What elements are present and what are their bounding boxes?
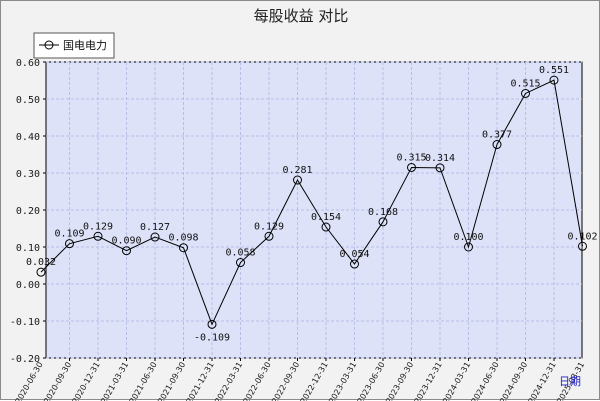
data-label: 0.515 (510, 78, 540, 89)
data-label: 0.127 (140, 222, 170, 233)
x-tick-label: 2023-09-30 (384, 361, 415, 401)
x-tick-label: 2022-12-31 (299, 361, 330, 401)
x-tick-label: 2020-06-30 (14, 361, 45, 401)
y-tick-label: -0.10 (10, 317, 40, 328)
data-label: -0.109 (194, 332, 230, 343)
x-tick-label: 2022-09-30 (270, 361, 301, 401)
x-axis-title: 日期 (559, 375, 581, 388)
y-tick-label: 0.20 (16, 206, 40, 217)
y-tick-label: 0.00 (16, 280, 40, 291)
data-label: 0.032 (26, 257, 56, 268)
y-tick-label: 0.40 (16, 132, 40, 143)
x-tick-label: 2023-12-31 (413, 361, 444, 401)
data-label: 0.129 (254, 221, 284, 232)
x-tick-label: 2023-03-31 (327, 361, 358, 401)
data-label: 0.102 (567, 231, 597, 242)
data-label: 0.315 (396, 152, 426, 163)
data-label: 0.090 (111, 236, 141, 247)
x-tick-label: 2023-06-30 (356, 361, 387, 401)
y-tick-label: 0.30 (16, 169, 40, 180)
legend: 国电电力 (34, 33, 117, 61)
x-tick-label: 2020-12-31 (71, 361, 102, 401)
data-label: 0.551 (539, 65, 569, 76)
x-tick-label: 2021-03-31 (99, 361, 130, 401)
data-label: 0.109 (54, 229, 84, 240)
chart-title: 每股收益 对比 (254, 7, 349, 25)
x-tick-label: 2024-12-31 (527, 361, 558, 401)
data-label: 0.314 (425, 153, 455, 164)
data-label: 0.154 (311, 212, 341, 223)
x-tick-label: 2022-03-31 (213, 361, 244, 401)
y-tick-label: 0.50 (16, 95, 40, 106)
x-tick-label: 2020-09-30 (42, 361, 73, 401)
data-label: 0.058 (225, 248, 255, 259)
legend-label: 国电电力 (63, 39, 107, 52)
x-tick-label: 2022-06-30 (242, 361, 273, 401)
y-tick-label: 0.10 (16, 243, 40, 254)
data-label: 0.098 (168, 233, 198, 244)
data-label: 0.281 (282, 165, 312, 176)
data-label: 0.168 (368, 207, 398, 218)
x-tick-label: 2021-12-31 (185, 361, 216, 401)
x-tick-label: 2024-03-31 (441, 361, 472, 401)
x-tick-label: 2021-06-30 (128, 361, 159, 401)
data-label: 0.054 (339, 249, 369, 260)
data-label: 0.129 (83, 221, 113, 232)
data-label: 0.377 (482, 130, 512, 141)
y-tick-label: 0.60 (16, 58, 40, 69)
data-label: 0.100 (453, 232, 483, 243)
x-axis: 2020-06-302020-09-302020-12-312021-03-31… (14, 358, 587, 401)
x-tick-label: 2021-09-30 (156, 361, 187, 401)
x-tick-label: 2024-06-30 (470, 361, 501, 401)
y-axis: 0.600.500.400.300.200.100.00-0.10-0.20 (10, 58, 46, 365)
x-tick-label: 2024-09-30 (498, 361, 529, 401)
